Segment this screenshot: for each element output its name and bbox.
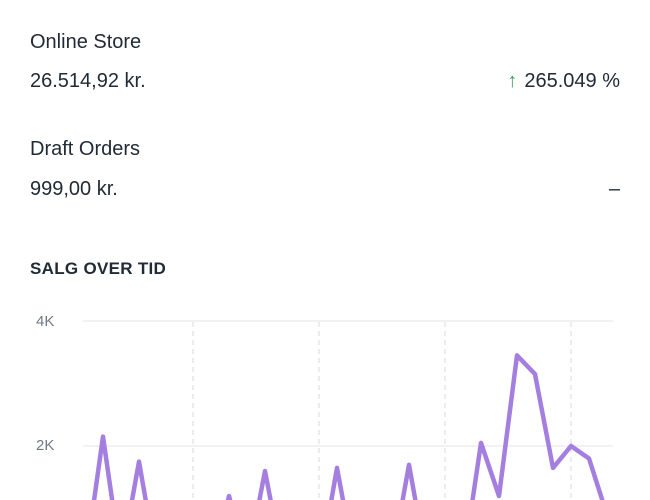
sales-over-time-chart: 4K 2K <box>0 300 650 500</box>
metric-label-draft-orders: Draft Orders <box>30 138 141 160</box>
metric-change-draft-orders: – <box>609 176 620 202</box>
metric-row-draft-orders: 999,00 kr. – <box>30 176 620 202</box>
series-line-salg[interactable] <box>85 353 607 500</box>
y-axis-tick-2k: 2K <box>36 437 55 454</box>
metric-change-dash: – <box>608 178 620 200</box>
y-axis-tick-4k: 4K <box>36 313 55 330</box>
line-chart-canvas[interactable] <box>0 300 650 500</box>
metric-change-value: 265.049 % <box>524 70 620 92</box>
section-title-sales-over-time: SALG OVER TID <box>30 259 167 278</box>
metric-change-online-store: ↑ 265.049 % <box>507 68 620 94</box>
metric-label-online-store: Online Store <box>30 31 142 53</box>
metric-value-online-store: 26.514,92 kr. <box>30 70 146 92</box>
metric-row-online-store: 26.514,92 kr. ↑ 265.049 % <box>30 68 620 94</box>
metric-value-draft-orders: 999,00 kr. <box>30 178 118 200</box>
trend-up-icon: ↑ <box>507 70 518 92</box>
